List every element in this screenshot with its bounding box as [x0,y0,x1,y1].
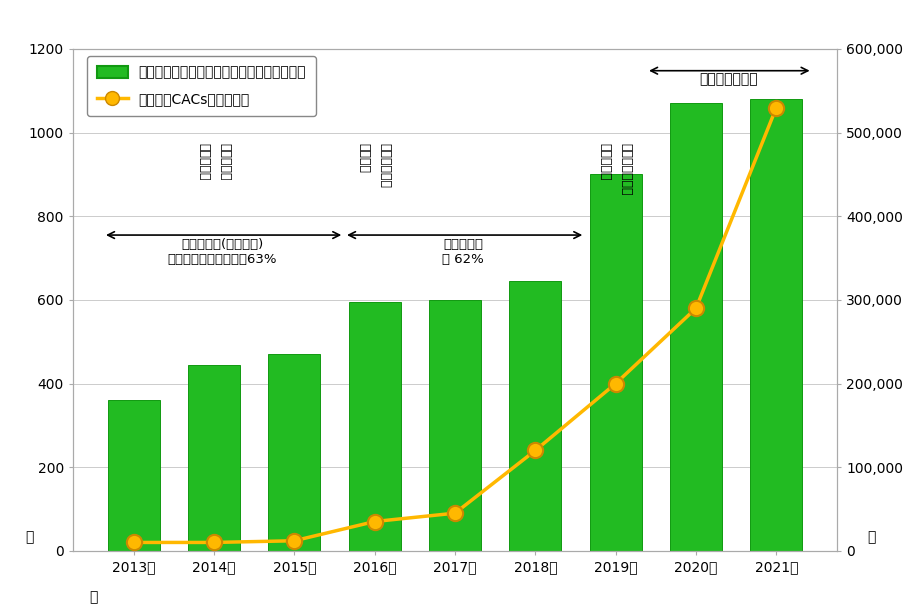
Bar [429,300,481,551]
Text: ボルソナロ政権: ボルソナロ政権 [699,72,757,86]
Text: 同 62%: 同 62% [442,253,484,266]
Text: 人: 人 [89,591,97,605]
Text: ルセフ大統領: ルセフ大統領 [379,143,391,188]
Bar [590,174,642,551]
Bar [268,354,320,551]
Bar [750,99,803,551]
Legend: 連邦政府内の文民職に就いている軍人職員数, 銃関連（CACs）登録者数: 連邦政府内の文民職に就いている軍人職員数, 銃関連（CACs）登録者数 [87,56,316,116]
Bar [187,365,240,551]
Text: 大統領選挙: 大統領選挙 [197,143,210,181]
Bar [670,103,723,551]
Text: テメル政権: テメル政権 [443,239,483,252]
Bar [107,400,160,551]
Text: ルセフ再選: ルセフ再選 [217,143,231,181]
Text: 人: 人 [867,531,876,545]
Text: 大統領選挙: 大統領選挙 [599,143,612,181]
Bar [349,302,400,551]
Text: 弾劾裁判: 弾劾裁判 [358,143,370,173]
Text: 人: 人 [25,531,34,545]
Text: ボルソナロ当選: ボルソナロ当選 [620,143,632,196]
Text: 「悪い・非常に悪い」63%: 「悪い・非常に悪い」63% [167,253,277,266]
Bar [510,281,561,551]
Text: ルセフ政権(労働者党): ルセフ政権(労働者党) [181,239,263,252]
